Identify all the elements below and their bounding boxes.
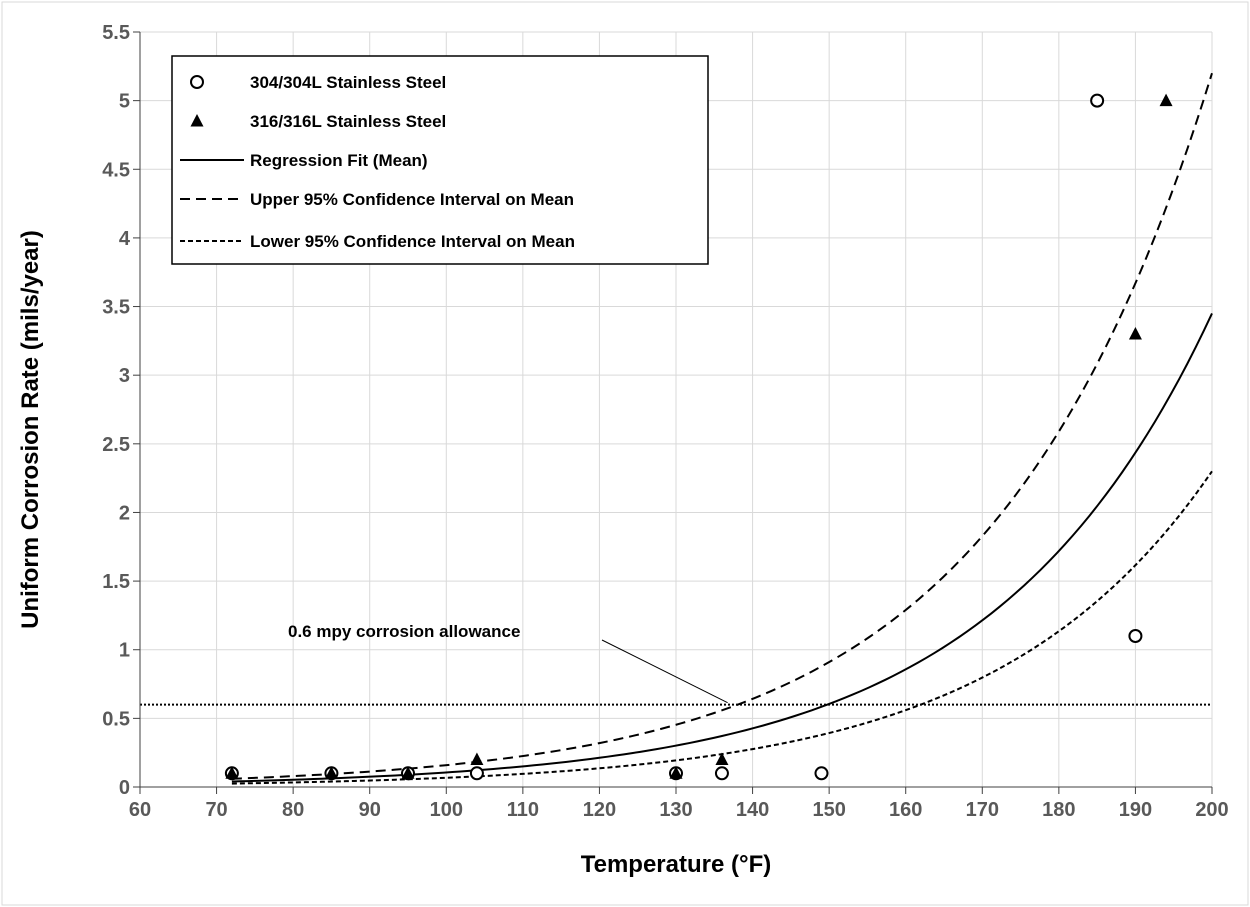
axes: 60 70 80 90 100 110 120 130 140 150 160 170 180 190 20… bbox=[102, 22, 1229, 821]
x-tick-label: 170 bbox=[966, 799, 999, 821]
marker-316-point bbox=[401, 766, 415, 779]
y-tick-label: 3 bbox=[119, 365, 130, 387]
marker-304-point bbox=[1128, 629, 1143, 643]
marker-304-point bbox=[1090, 93, 1105, 108]
x-tick-label: 140 bbox=[736, 799, 769, 821]
legend-entry: 304/304L Stainless Steel bbox=[190, 73, 446, 92]
x-tick-label: 160 bbox=[889, 799, 922, 821]
legend-entry: Upper 95% Confidence Interval on Mean bbox=[180, 190, 574, 209]
y-tick-label: 0.5 bbox=[102, 708, 130, 730]
legend-entry: 316/316L Stainless Steel bbox=[190, 112, 446, 131]
curve-dash bbox=[231, 72, 1213, 780]
marker-304-point bbox=[814, 766, 829, 781]
y-tick-label: 2.5 bbox=[102, 434, 130, 456]
legend-entry: Regression Fit (Mean) bbox=[180, 151, 428, 170]
annotation-leader-line bbox=[601, 639, 728, 704]
legend-label: Regression Fit (Mean) bbox=[250, 151, 428, 170]
marker-316-point bbox=[669, 766, 683, 779]
legend-label: 316/316L Stainless Steel bbox=[250, 112, 446, 131]
x-tick-label: 150 bbox=[812, 799, 845, 821]
y-axis-title: Uniform Corrosion Rate (mils/year) bbox=[17, 230, 44, 629]
legend-circle-icon bbox=[190, 75, 204, 89]
x-tick-label: 110 bbox=[507, 799, 539, 821]
legend-label: 304/304L Stainless Steel bbox=[250, 73, 446, 92]
legend: 304/304L Stainless Steel 316/316L Stainle… bbox=[171, 55, 709, 265]
annotation-group: 0.6 mpy corrosion allowance bbox=[288, 622, 728, 704]
curve-solid bbox=[231, 312, 1213, 783]
marker-304-point bbox=[469, 766, 484, 781]
marker-304-point bbox=[714, 766, 729, 781]
legend-triangle-icon bbox=[190, 114, 204, 127]
legend-label: Lower 95% Confidence Interval on Mean bbox=[250, 232, 575, 251]
x-tick-label: 120 bbox=[583, 799, 616, 821]
marker-316-point bbox=[1128, 327, 1142, 340]
y-tick-label: 1.5 bbox=[102, 571, 130, 593]
x-tick-label: 100 bbox=[430, 799, 463, 821]
y-tick-label: 0 bbox=[119, 777, 130, 799]
x-tick-label: 180 bbox=[1042, 799, 1075, 821]
legend-label: Upper 95% Confidence Interval on Mean bbox=[250, 190, 574, 209]
y-tick-label: 5.5 bbox=[102, 22, 130, 44]
x-tick-label: 60 bbox=[129, 799, 151, 821]
y-tick-label: 1 bbox=[119, 640, 130, 662]
x-tick-label: 70 bbox=[205, 799, 227, 821]
legend-entry: Lower 95% Confidence Interval on Mean bbox=[180, 232, 575, 251]
legend-box bbox=[171, 55, 709, 265]
y-tick-label: 4.5 bbox=[102, 159, 130, 181]
marker-316-point bbox=[225, 766, 239, 779]
x-tick-label: 130 bbox=[659, 799, 692, 821]
marker-316-point bbox=[324, 766, 338, 779]
y-tick-label: 5 bbox=[119, 91, 130, 113]
y-tick-label: 3.5 bbox=[102, 297, 130, 319]
gridlines bbox=[140, 31, 1213, 787]
x-tick-label: 200 bbox=[1195, 799, 1228, 821]
x-tick-label: 80 bbox=[282, 799, 304, 821]
y-tick-label: 2 bbox=[119, 502, 130, 524]
x-axis-title: Temperature (°F) bbox=[581, 851, 772, 878]
y-tick-label: 4 bbox=[119, 228, 131, 250]
annotation-label: 0.6 mpy corrosion allowance bbox=[288, 622, 520, 641]
marker-316-point bbox=[715, 752, 729, 766]
data-points bbox=[224, 93, 1173, 781]
x-tick-label: 90 bbox=[359, 799, 381, 821]
marker-316-point bbox=[1159, 93, 1173, 107]
marker-316-point bbox=[470, 752, 484, 766]
x-tick-label: 190 bbox=[1119, 799, 1152, 821]
